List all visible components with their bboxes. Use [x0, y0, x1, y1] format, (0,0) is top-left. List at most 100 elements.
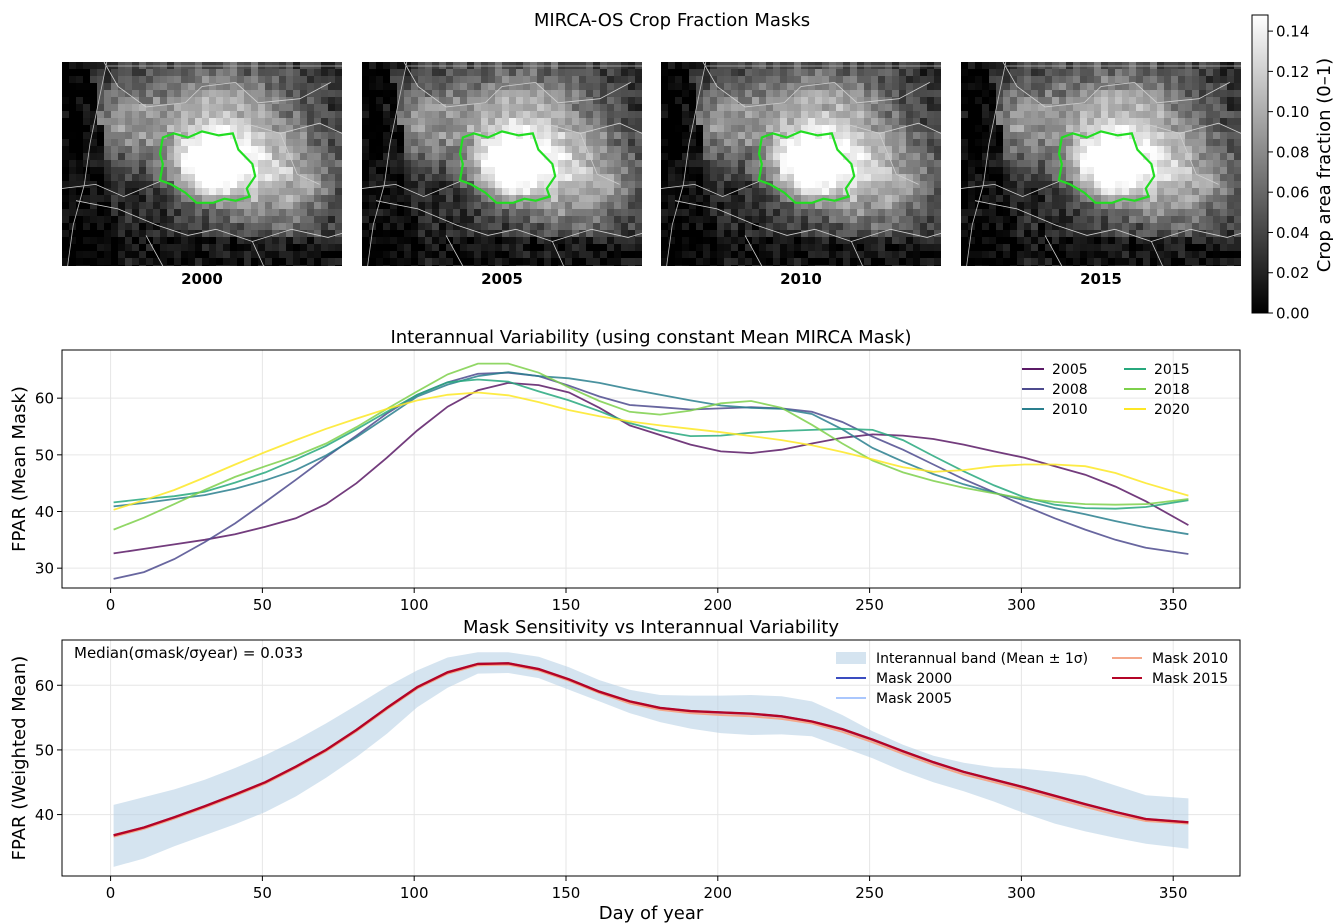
map-cell	[745, 251, 752, 258]
map-cell	[1052, 244, 1059, 251]
map-cell	[1059, 132, 1066, 139]
map-cell	[1150, 195, 1157, 202]
map-cell	[111, 237, 118, 244]
region-boundary	[1044, 235, 1063, 267]
map-cell	[328, 76, 335, 83]
map-cell	[1073, 62, 1080, 69]
map-cell	[1017, 62, 1024, 69]
map-cell	[202, 251, 209, 258]
map-cell	[279, 132, 286, 139]
map-cell	[864, 216, 871, 223]
map-cell	[1052, 76, 1059, 83]
map-cell	[167, 223, 174, 230]
map-cell	[160, 223, 167, 230]
map-cell	[523, 188, 530, 195]
map-cell	[509, 244, 516, 251]
map-cell	[892, 125, 899, 132]
map-cell	[614, 139, 621, 146]
map-cell	[488, 174, 495, 181]
map-cell	[293, 216, 300, 223]
map-cell	[607, 237, 614, 244]
map-cell	[1171, 230, 1178, 237]
map-cell	[167, 139, 174, 146]
chart2-legend: Interannual band (Mean ± 1σ)Mask 2000Mas…	[836, 651, 1228, 707]
map-cell	[1122, 76, 1129, 83]
map-cell	[397, 223, 404, 230]
map-cell	[376, 118, 383, 125]
map-cell	[111, 265, 118, 266]
map-cell	[724, 62, 731, 69]
map-cell	[286, 188, 293, 195]
map-cell	[989, 174, 996, 181]
map-cell	[83, 160, 90, 167]
map-cell	[871, 181, 878, 188]
map-cell	[850, 83, 857, 90]
map-cell	[202, 265, 209, 266]
map-cell	[696, 153, 703, 160]
map-cell	[1052, 223, 1059, 230]
map-cell	[1157, 181, 1164, 188]
map-cell	[565, 230, 572, 237]
map-cell	[1073, 230, 1080, 237]
map-cell	[335, 90, 342, 97]
map-cell	[675, 132, 682, 139]
map-cell	[383, 83, 390, 90]
map-cell	[586, 118, 593, 125]
map-cell	[731, 111, 738, 118]
map-cell	[62, 132, 69, 139]
map-cell	[439, 181, 446, 188]
map-cell	[139, 132, 146, 139]
map-cell	[188, 62, 195, 69]
map-cell	[125, 209, 132, 216]
map-cell	[467, 237, 474, 244]
map-cell	[1206, 69, 1213, 76]
map-cell	[132, 258, 139, 265]
map-cell	[773, 153, 780, 160]
map-cell	[530, 83, 537, 90]
map-cell	[516, 202, 523, 209]
map-cell	[139, 118, 146, 125]
map-cell	[111, 160, 118, 167]
x-tick-label: 0	[106, 596, 116, 614]
map-cell	[996, 76, 1003, 83]
map-cell	[628, 76, 635, 83]
map-cell	[174, 118, 181, 125]
map-cell	[864, 69, 871, 76]
map-cell	[153, 230, 160, 237]
map-cell	[174, 104, 181, 111]
map-cell	[815, 125, 822, 132]
map-cell	[857, 62, 864, 69]
map-cell	[481, 160, 488, 167]
map-cell	[710, 195, 717, 202]
map-cell	[488, 251, 495, 258]
map-cell	[321, 230, 328, 237]
map-cell	[996, 132, 1003, 139]
map-cell	[558, 160, 565, 167]
map-cell	[516, 153, 523, 160]
map-cell	[773, 251, 780, 258]
map-cell	[502, 181, 509, 188]
map-cell	[661, 258, 668, 265]
map-cell	[174, 125, 181, 132]
map-cell	[286, 83, 293, 90]
map-cell	[579, 146, 586, 153]
map-cell	[961, 146, 968, 153]
map-cell	[195, 174, 202, 181]
map-cell	[1206, 153, 1213, 160]
map-cell	[1227, 146, 1234, 153]
map-cell	[362, 153, 369, 160]
map-cell	[696, 223, 703, 230]
map-cell	[558, 209, 565, 216]
map-cell	[1220, 90, 1227, 97]
map-cell	[710, 230, 717, 237]
coastline	[666, 61, 707, 267]
map-cell	[397, 153, 404, 160]
map-cell	[1101, 195, 1108, 202]
map-cell	[614, 118, 621, 125]
map-cell	[934, 104, 941, 111]
map-cell	[411, 216, 418, 223]
map-cell	[1017, 90, 1024, 97]
map-cell	[1234, 202, 1241, 209]
map-cell	[913, 167, 920, 174]
map-cell	[975, 258, 982, 265]
